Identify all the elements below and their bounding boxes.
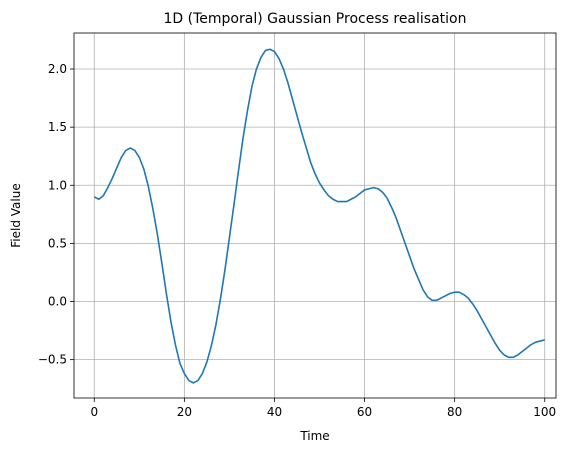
y-tick-label: 0.0 bbox=[48, 295, 67, 309]
ticks bbox=[70, 68, 546, 402]
plot-frame bbox=[73, 32, 557, 399]
chart-title: 1D (Temporal) Gaussian Process realisati… bbox=[164, 11, 467, 27]
grid bbox=[74, 33, 556, 398]
y-tick-label: 2.0 bbox=[48, 62, 67, 76]
tick-labels: 0 20 40 60 80 100 −0.5 0.0 0.5 1.0 1.5 2.0 bbox=[38, 62, 556, 419]
x-tick-label: 60 bbox=[357, 405, 372, 419]
y-tick-label: −0.5 bbox=[38, 353, 67, 367]
x-tick-label: 0 bbox=[90, 405, 98, 419]
y-tick-label: 0.5 bbox=[48, 236, 67, 250]
x-tick-label: 80 bbox=[447, 405, 462, 419]
y-tick-label: 1.0 bbox=[48, 178, 67, 192]
x-axis-label: Time bbox=[299, 429, 329, 443]
series-line bbox=[93, 48, 545, 384]
y-tick-label: 1.5 bbox=[48, 120, 67, 134]
x-tick-label: 20 bbox=[177, 405, 192, 419]
x-tick-label: 40 bbox=[267, 405, 282, 419]
x-tick-label: 100 bbox=[533, 405, 556, 419]
y-axis-label: Field Value bbox=[9, 183, 23, 247]
